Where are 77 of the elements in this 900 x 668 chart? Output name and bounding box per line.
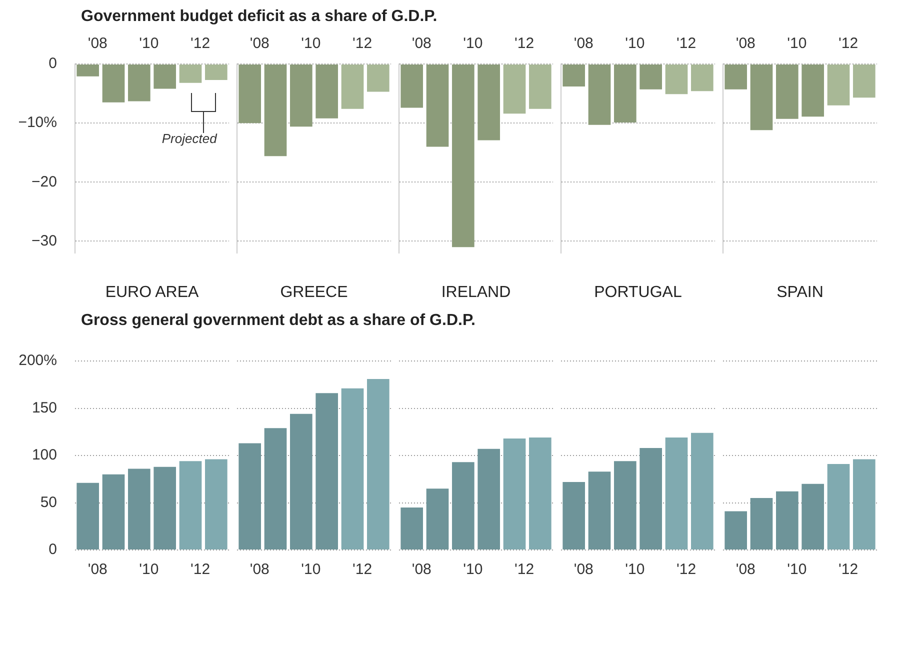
bar <box>478 448 500 550</box>
x-tick-label: '12 <box>514 561 534 578</box>
x-tick-label: '08 <box>412 561 432 578</box>
bar <box>264 428 287 550</box>
x-tick-label: '12 <box>190 561 210 578</box>
bar <box>724 511 747 550</box>
x-tick-label: '08 <box>736 35 756 52</box>
x-tick-label: '10 <box>139 35 159 52</box>
bar <box>776 491 798 550</box>
bar <box>503 438 526 550</box>
x-tick-label: '10 <box>301 561 321 578</box>
x-tick-label: '12 <box>352 561 372 578</box>
bar <box>529 438 552 550</box>
bar <box>154 466 176 550</box>
bar <box>179 461 202 550</box>
x-tick-label: '08 <box>736 561 756 578</box>
bar <box>827 464 850 550</box>
y-tick-label: −30 <box>32 232 57 250</box>
x-tick-label: '12 <box>190 35 210 52</box>
x-tick-label: '12 <box>352 35 372 52</box>
y-tick-label: −20 <box>32 173 57 190</box>
chart-title: Government budget deficit as a share of G.D.P. <box>81 8 438 27</box>
x-tick-label: '10 <box>625 561 645 578</box>
x-tick-label: '12 <box>676 35 696 52</box>
x-tick-label: '12 <box>676 561 696 578</box>
x-tick-label: '10 <box>787 35 807 52</box>
text: Gross general government debt as a share of G.D.P. <box>81 312 476 331</box>
x-axis-title: GREECE <box>279 284 349 302</box>
x-tick-label: '10 <box>301 35 321 52</box>
y-tick-label: 50 <box>40 494 57 511</box>
y-tick-label: 0 <box>48 55 57 72</box>
y-tick-label: 200% <box>18 352 57 370</box>
x-tick-label: '10 <box>463 561 483 578</box>
y-tick-label: 100 <box>32 446 57 464</box>
x-tick-label: '10 <box>463 35 483 52</box>
x-axis-title: EURO AREA <box>104 284 200 302</box>
y-tick-label: −10% <box>18 114 57 132</box>
bar <box>691 432 714 550</box>
bar <box>205 459 228 550</box>
bar <box>588 472 611 550</box>
y-tick-label: 150 <box>32 399 57 416</box>
bar <box>665 438 688 550</box>
x-tick-label: '08 <box>250 35 270 52</box>
x-tick-label: '12 <box>838 561 858 578</box>
x-tick-label: '08 <box>88 561 108 578</box>
bar <box>614 461 636 550</box>
bar <box>76 482 99 550</box>
x-tick-label: '10 <box>139 561 159 578</box>
bar <box>802 484 824 550</box>
bar <box>102 474 125 550</box>
x-tick-label: '12 <box>838 35 858 52</box>
bar <box>238 443 261 550</box>
x-tick-label: '08 <box>412 35 432 52</box>
x-axis-title: SPAIN <box>776 284 824 302</box>
bar <box>750 498 773 550</box>
y-tick-label: 0 <box>48 541 57 558</box>
x-tick-label: '08 <box>574 35 594 52</box>
x-tick-label: '12 <box>514 35 534 52</box>
bar <box>640 448 662 550</box>
bar <box>452 462 474 550</box>
bar <box>128 468 150 550</box>
x-tick-label: '10 <box>787 561 807 578</box>
bar <box>426 488 449 550</box>
bar <box>853 459 876 550</box>
x-axis-title: PORTUGAL <box>593 284 683 302</box>
bar <box>316 393 338 550</box>
x-axis-title: IRELAND <box>440 284 512 302</box>
x-tick-label: '08 <box>88 35 108 52</box>
bar <box>400 507 423 550</box>
bar <box>367 378 390 550</box>
x-tick-label: '08 <box>574 561 594 578</box>
x-tick-label: '08 <box>250 561 270 578</box>
bar <box>290 414 312 550</box>
bar <box>341 388 364 550</box>
bar <box>562 482 585 550</box>
annotation: Projected <box>162 131 218 146</box>
x-tick-label: '10 <box>625 35 645 52</box>
